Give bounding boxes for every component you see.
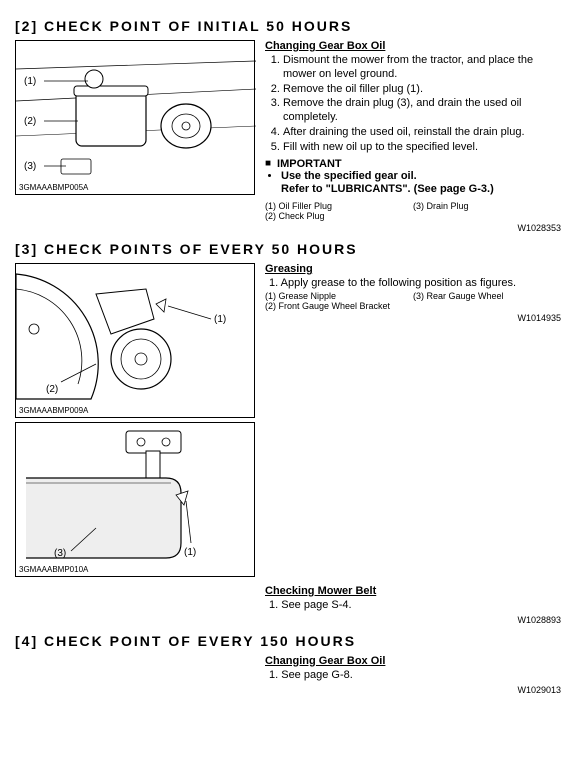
belt-step: 1. See page S-4. [265, 599, 561, 611]
wcode: W1029013 [15, 685, 561, 695]
svg-text:(2): (2) [46, 384, 58, 395]
section-3: [3] CHECK POINTS OF EVERY 50 HOURS [15, 241, 561, 625]
belt-block: Checking Mower Belt 1. See page S-4. [265, 585, 561, 613]
important-label: IMPORTANT [277, 158, 342, 170]
important-text: Use the specified gear oil. [281, 170, 417, 182]
figure-005a-code: 3GMAAABMP005A [19, 183, 88, 192]
section-2-subheading: Changing Gear Box Oil [265, 40, 561, 52]
figure-009a: (1) (2) 3GMAAABMP009A [15, 263, 255, 418]
legend-item: (1) Oil Filler Plug [265, 201, 413, 211]
svg-text:(1): (1) [214, 314, 226, 325]
svg-text:(3): (3) [24, 161, 36, 172]
section-2-legend: (1) Oil Filler Plug (3) Drain Plug (2) C… [265, 201, 561, 221]
svg-text:(1): (1) [184, 547, 196, 558]
svg-text:(2): (2) [24, 116, 36, 127]
figure-005a-col: (1) (2) (3) 3GMAAABMP005A [15, 40, 255, 199]
figure-010a: (1) (3) 3GMAAABMP010A [15, 422, 255, 577]
figure-010a-code: 3GMAAABMP010A [19, 565, 88, 574]
figure-009a-code: 3GMAAABMP009A [19, 406, 88, 415]
legend-item: (2) Front Gauge Wheel Bracket [265, 301, 413, 311]
figure-005a: (1) (2) (3) 3GMAAABMP005A [15, 40, 255, 195]
section-3-subheading: Greasing [265, 263, 561, 275]
important-bullets: Use the specified gear oil. Refer to "LU… [265, 170, 561, 196]
section-2: [2] CHECK POINT OF INITIAL 50 HOURS [15, 18, 561, 233]
wcode: W1014935 [265, 313, 561, 323]
svg-text:(3): (3) [54, 548, 66, 559]
section-4: [4] CHECK POINT OF EVERY 150 HOURS Chang… [15, 633, 561, 695]
step: Remove the drain plug (3), and drain the… [283, 97, 561, 125]
legend-item: (3) Drain Plug [413, 201, 561, 211]
section-4-subheading: Changing Gear Box Oil [265, 655, 561, 667]
section-4-heading: [4] CHECK POINT OF EVERY 150 HOURS [15, 633, 561, 649]
section-2-heading: [2] CHECK POINT OF INITIAL 50 HOURS [15, 18, 561, 34]
wcode: W1028353 [15, 223, 561, 233]
section-3-legend: (1) Grease Nipple (3) Rear Gauge Wheel (… [265, 291, 561, 311]
important-block: ■ IMPORTANT [265, 158, 561, 170]
belt-heading: Checking Mower Belt [265, 585, 561, 597]
step: After draining the used oil, reinstall t… [283, 126, 561, 140]
square-bullet-icon: ■ [265, 158, 271, 169]
legend-item: (3) Rear Gauge Wheel [413, 291, 561, 301]
section-3-step: 1. Apply grease to the following positio… [265, 277, 561, 289]
section-3-heading: [3] CHECK POINTS OF EVERY 50 HOURS [15, 241, 561, 257]
step: Remove the oil filler plug (1). [283, 83, 561, 97]
svg-text:(1): (1) [24, 76, 36, 87]
section-2-steps: Dismount the mower from the tractor, and… [265, 54, 561, 154]
legend-item: (1) Grease Nipple [265, 291, 413, 301]
section-3-text: Greasing 1. Apply grease to the followin… [265, 263, 561, 327]
important-line: Use the specified gear oil. Refer to "LU… [281, 170, 561, 196]
step: Dismount the mower from the tractor, and… [283, 54, 561, 82]
section-4-step: 1. See page G-8. [265, 669, 561, 681]
important-text: Refer to "LUBRICANTS". (See page G-3.) [281, 183, 494, 195]
legend-item: (2) Check Plug [265, 211, 413, 221]
section-4-text: Changing Gear Box Oil 1. See page G-8. [265, 655, 561, 683]
section-2-text: Changing Gear Box Oil Dismount the mower… [265, 40, 561, 221]
step: Fill with new oil up to the specified le… [283, 141, 561, 155]
wcode: W1028893 [15, 615, 561, 625]
figure-col-3: (1) (2) 3GMAAABMP009A [15, 263, 255, 581]
